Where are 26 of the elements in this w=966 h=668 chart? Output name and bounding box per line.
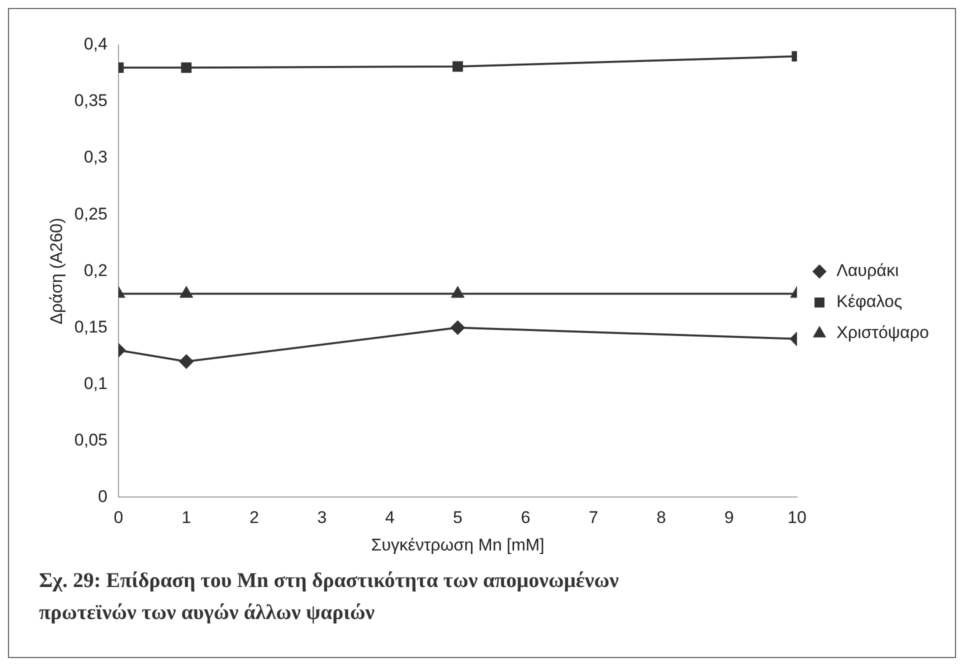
legend-label: Κέφαλος [836, 292, 902, 312]
x-tick-label: 9 [724, 508, 734, 528]
legend-label: Λαυράκι [836, 261, 899, 280]
x-tick-label: 2 [249, 508, 259, 528]
x-tick-label: 8 [656, 508, 666, 528]
x-tick-label: 6 [520, 508, 530, 528]
x-tick-label: 3 [317, 508, 327, 528]
y-tick-label: 0,1 [84, 374, 108, 393]
y-tick-label: 0,2 [84, 260, 108, 280]
y-tick-label: 0,05 [74, 430, 108, 450]
text: Σχ. 29: Επίδραση του Mn στη δραστικότητα των απομονωμένων πρωτεϊνών των αυγών άλλων ψαριών [39, 567, 620, 626]
x-axis-title: Συγκέντρωση Mn [mM] [371, 535, 544, 554]
x-tick-label: 5 [453, 508, 462, 528]
y-tick-label: 0 [98, 486, 108, 506]
y-tick-label: 0,35 [74, 91, 108, 110]
legend-label: Χριστόψαρο [836, 323, 930, 342]
x-tick-label: 7 [588, 508, 598, 528]
y-tick-label: 0,3 [84, 148, 108, 167]
x-tick-label: 0 [114, 508, 124, 528]
x-tick-label: 1 [182, 508, 192, 528]
x-tick-label: 4 [385, 508, 395, 528]
y-tick-label: 0,15 [74, 317, 108, 336]
y-tick-label: 0,25 [74, 204, 108, 224]
x-tick-label: 10 [788, 508, 806, 528]
y-tick-label: 0,4 [84, 34, 108, 54]
y-axis-title: Δράση (Α260) [46, 218, 66, 324]
